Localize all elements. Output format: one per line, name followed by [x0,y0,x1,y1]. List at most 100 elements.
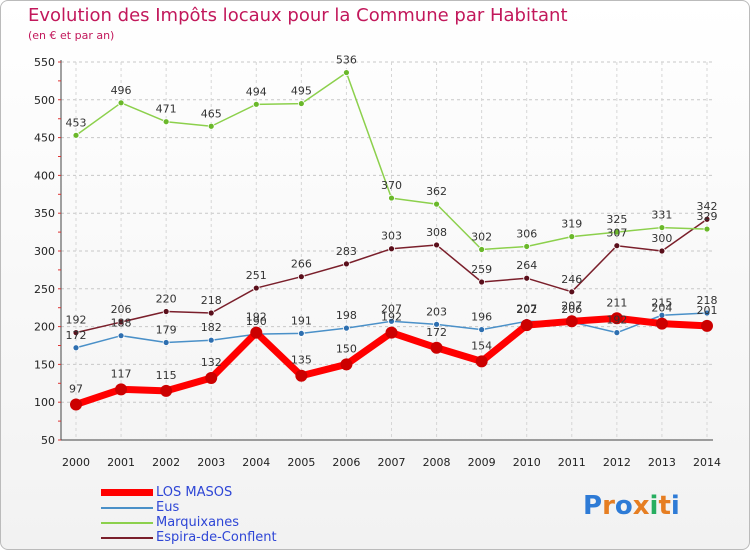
data-point [207,309,215,317]
x-tick-label: 2004 [242,456,270,469]
y-tick-label: 500 [34,94,55,107]
data-point [703,225,711,233]
data-label: 192 [381,311,402,324]
data-label: 196 [471,311,492,324]
legend-label: Marquixanes [156,515,240,530]
data-label: 308 [426,226,447,239]
data-label: 117 [111,367,132,380]
x-tick-label: 2009 [468,456,496,469]
data-point [295,369,308,382]
data-point [117,99,125,107]
y-tick-label: 150 [34,358,55,371]
data-point [162,339,170,346]
data-point [613,228,621,236]
data-point [430,341,443,354]
chart-title: Evolution des Impôts locaux pour la Comm… [28,5,568,26]
data-point [565,315,578,328]
data-label: 246 [561,273,582,286]
data-point [568,288,576,296]
data-label: 192 [66,314,87,327]
x-tick-label: 2001 [107,456,135,469]
data-label: 150 [336,342,357,355]
data-point [340,358,353,371]
data-label: 190 [246,315,267,328]
x-tick-label: 2012 [603,456,631,469]
data-label: 251 [246,269,267,282]
data-point [433,320,440,328]
data-point [610,312,623,325]
data-label: 494 [246,85,267,98]
data-point [613,242,621,250]
data-point [72,329,80,337]
data-label: 207 [561,299,582,312]
data-label: 198 [336,309,357,322]
legend-swatch [101,522,153,524]
data-point [250,326,263,339]
data-label: 259 [471,263,492,276]
data-point [70,398,82,411]
data-point [343,324,350,332]
data-point [207,122,215,130]
data-label: 331 [651,209,672,222]
x-tick-label: 2003 [197,456,225,469]
data-point [385,326,398,339]
data-label: 264 [516,259,537,272]
logo-letter: t [658,491,671,521]
data-label: 188 [111,317,132,330]
data-label: 191 [291,314,312,327]
data-point [523,274,531,282]
data-label: 132 [201,356,222,369]
data-label: 182 [201,321,222,334]
data-point [658,247,666,255]
data-label: 370 [381,179,402,192]
y-tick-label: 100 [34,396,55,409]
data-point [703,215,711,223]
data-point [117,318,125,326]
data-label: 329 [697,210,718,223]
legend-label: LOS MASOS [156,485,233,500]
y-tick-label: 300 [34,245,55,258]
data-label: 215 [651,296,672,309]
data-point [655,317,668,330]
y-tick-label: 250 [34,283,55,296]
data-label: 202 [516,303,537,316]
data-point [703,309,711,317]
y-tick-label: 550 [34,56,55,69]
data-label: 179 [156,323,177,336]
data-point [343,69,350,76]
data-point [388,194,395,202]
data-label: 453 [66,116,87,129]
x-tick-label: 2014 [693,456,721,469]
data-label: 495 [291,85,312,98]
legend-label: Eus [156,500,180,515]
data-label: 207 [516,302,537,315]
data-point [701,319,713,332]
data-label: 218 [697,294,718,307]
data-label: 283 [336,245,357,258]
data-point [478,246,486,253]
data-point [478,278,486,286]
data-point [297,100,305,107]
data-label: 204 [651,302,672,315]
logo-letter: o [614,491,633,521]
data-point [252,284,260,292]
x-tick-label: 2010 [513,456,541,469]
logo-letter: P [583,491,603,521]
data-point [297,273,305,281]
data-point [433,200,440,208]
data-label: 206 [111,303,132,316]
data-label: 203 [426,305,447,318]
legend-swatch [101,537,153,539]
data-label: 342 [697,200,718,213]
y-tick-label: 400 [34,169,55,182]
data-point [115,383,128,396]
data-point [568,233,576,241]
legend-swatch [101,507,153,509]
data-label: 220 [156,292,177,305]
x-tick-label: 2002 [152,456,180,469]
data-point [343,260,350,268]
data-label: 172 [426,326,447,339]
data-label: 307 [606,227,627,240]
data-point [117,332,125,340]
data-point [388,317,395,325]
